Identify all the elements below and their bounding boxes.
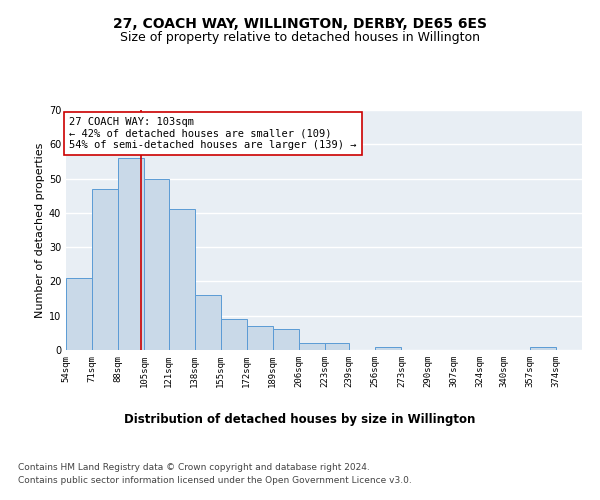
Bar xyxy=(92,189,118,350)
Bar xyxy=(66,278,92,350)
Text: 27 COACH WAY: 103sqm
← 42% of detached houses are smaller (109)
54% of semi-deta: 27 COACH WAY: 103sqm ← 42% of detached h… xyxy=(69,117,356,150)
Bar xyxy=(169,210,194,350)
Text: Distribution of detached houses by size in Willington: Distribution of detached houses by size … xyxy=(124,412,476,426)
Bar xyxy=(194,295,221,350)
Text: 27, COACH WAY, WILLINGTON, DERBY, DE65 6ES: 27, COACH WAY, WILLINGTON, DERBY, DE65 6… xyxy=(113,18,487,32)
Bar xyxy=(247,326,273,350)
Bar xyxy=(375,346,401,350)
Bar xyxy=(530,346,556,350)
Bar xyxy=(144,178,169,350)
Text: Contains HM Land Registry data © Crown copyright and database right 2024.: Contains HM Land Registry data © Crown c… xyxy=(18,462,370,471)
Bar xyxy=(221,319,247,350)
Bar xyxy=(299,343,325,350)
Bar xyxy=(273,330,299,350)
Text: Size of property relative to detached houses in Willington: Size of property relative to detached ho… xyxy=(120,31,480,44)
Bar xyxy=(118,158,144,350)
Text: Contains public sector information licensed under the Open Government Licence v3: Contains public sector information licen… xyxy=(18,476,412,485)
Bar xyxy=(325,343,349,350)
Y-axis label: Number of detached properties: Number of detached properties xyxy=(35,142,44,318)
